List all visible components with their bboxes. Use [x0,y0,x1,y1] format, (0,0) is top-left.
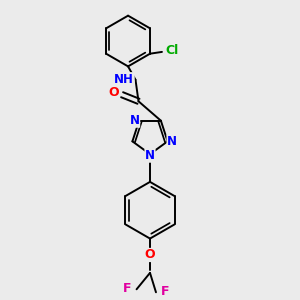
Text: O: O [145,248,155,262]
Text: Cl: Cl [165,44,178,57]
Text: N: N [130,114,140,127]
Text: F: F [123,282,131,295]
Text: F: F [161,285,170,298]
Text: O: O [108,86,119,99]
Text: N: N [145,149,155,162]
Text: NH: NH [114,73,134,86]
Text: N: N [167,135,177,148]
